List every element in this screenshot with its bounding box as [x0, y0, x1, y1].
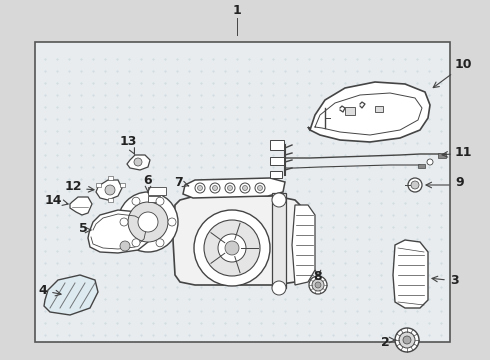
Circle shape: [258, 185, 263, 190]
Polygon shape: [88, 210, 150, 253]
Circle shape: [197, 185, 202, 190]
Circle shape: [156, 197, 164, 205]
Circle shape: [395, 328, 419, 352]
Bar: [272, 193, 286, 288]
Text: 7: 7: [174, 176, 183, 189]
Circle shape: [132, 239, 140, 247]
Text: 3: 3: [450, 274, 459, 287]
Text: 1: 1: [233, 4, 242, 17]
Circle shape: [225, 241, 239, 255]
Text: 8: 8: [314, 270, 322, 283]
Polygon shape: [292, 205, 315, 285]
Circle shape: [255, 183, 265, 193]
Circle shape: [309, 276, 327, 294]
Circle shape: [225, 183, 235, 193]
Circle shape: [132, 197, 140, 205]
Circle shape: [195, 183, 205, 193]
Polygon shape: [173, 196, 305, 285]
Bar: [438, 153, 446, 158]
Circle shape: [408, 178, 422, 192]
Circle shape: [218, 234, 246, 262]
Text: 4: 4: [38, 284, 47, 297]
Circle shape: [204, 220, 260, 276]
Text: 14: 14: [45, 194, 62, 207]
Bar: [96, 183, 101, 187]
Text: 9: 9: [455, 176, 464, 189]
Circle shape: [213, 185, 218, 190]
Text: 5: 5: [79, 221, 88, 234]
Bar: [120, 183, 125, 187]
Polygon shape: [308, 82, 430, 142]
Circle shape: [427, 159, 433, 165]
Circle shape: [120, 241, 130, 251]
Text: 10: 10: [455, 58, 472, 72]
Polygon shape: [96, 180, 122, 200]
Circle shape: [243, 185, 247, 190]
Bar: [148, 187, 166, 195]
Circle shape: [227, 185, 232, 190]
Polygon shape: [393, 240, 428, 308]
Bar: [270, 157, 284, 165]
Polygon shape: [127, 155, 150, 170]
Circle shape: [312, 279, 324, 291]
Bar: [418, 164, 425, 168]
Text: 6: 6: [144, 174, 152, 187]
Bar: [270, 171, 282, 178]
Text: 2: 2: [381, 336, 390, 348]
Polygon shape: [183, 178, 285, 198]
Circle shape: [403, 336, 411, 344]
Circle shape: [156, 239, 164, 247]
Circle shape: [168, 218, 176, 226]
Circle shape: [240, 183, 250, 193]
Bar: [270, 140, 284, 150]
Circle shape: [411, 181, 419, 189]
Circle shape: [138, 212, 158, 232]
Circle shape: [128, 202, 168, 242]
Circle shape: [194, 210, 270, 286]
Polygon shape: [44, 275, 98, 315]
Bar: [375, 106, 383, 112]
Bar: [345, 107, 355, 115]
Circle shape: [272, 281, 286, 295]
Text: 12: 12: [65, 180, 82, 194]
Circle shape: [210, 183, 220, 193]
Circle shape: [399, 332, 415, 348]
Bar: [108, 176, 113, 180]
Bar: [148, 196, 160, 202]
Text: 11: 11: [455, 145, 472, 158]
Circle shape: [105, 185, 115, 195]
Circle shape: [120, 218, 128, 226]
Circle shape: [118, 192, 178, 252]
Text: 13: 13: [119, 135, 137, 148]
Circle shape: [315, 282, 321, 288]
Bar: [108, 198, 113, 202]
Circle shape: [272, 193, 286, 207]
Polygon shape: [70, 197, 92, 215]
Bar: [35, 42, 450, 342]
Circle shape: [134, 158, 142, 166]
